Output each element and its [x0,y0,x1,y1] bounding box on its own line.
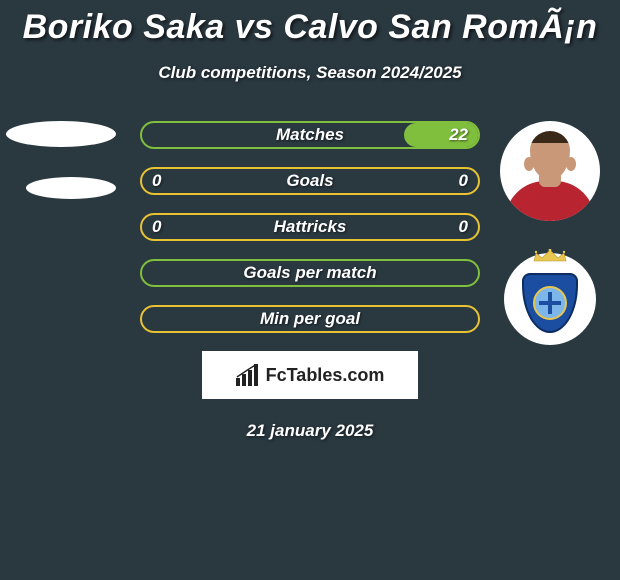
stat-label: Goals per match [243,263,376,283]
page-title: Boriko Saka vs Calvo San RomÃ¡n [0,0,620,47]
player-head [530,131,570,179]
stat-label: Min per goal [260,309,360,329]
stat-row: 0 Goals 0 [140,167,480,195]
stat-row: 0 Hattricks 0 [140,213,480,241]
stat-row: Matches 22 [140,121,480,149]
date-line: 21 january 2025 [0,421,620,441]
stat-right-value: 0 [449,169,478,193]
page-subtitle: Club competitions, Season 2024/2025 [0,63,620,83]
bar-chart-icon [236,364,260,386]
stat-row: Min per goal [140,305,480,333]
stat-rows: Matches 22 0 Goals 0 0 Hattricks 0 Goals per mat… [140,121,480,333]
right-club-badge [504,253,596,345]
right-player-column [500,121,600,345]
brand-box: FcTables.com [202,351,418,399]
stat-right-value: 0 [449,215,478,239]
crest-cross-icon [539,292,561,314]
crown-icon [532,249,568,263]
right-player-photo [500,121,600,221]
stat-left-value: 0 [142,169,171,193]
stat-label: Matches [276,125,344,145]
crest-shield [522,273,578,333]
stat-left-value: 0 [142,215,171,239]
stat-label: Goals [286,171,333,191]
stat-row: Goals per match [140,259,480,287]
stat-label: Hattricks [274,217,347,237]
left-player-ellipse-bottom [26,177,116,199]
stat-right-value: 22 [439,123,478,147]
brand-text: FcTables.com [266,365,385,386]
left-player-ellipse-top [6,121,116,147]
comparison-area: Matches 22 0 Goals 0 0 Hattricks 0 Goals per mat… [0,121,620,333]
crest-inner-circle [533,286,567,320]
player-shoulders [505,181,595,221]
